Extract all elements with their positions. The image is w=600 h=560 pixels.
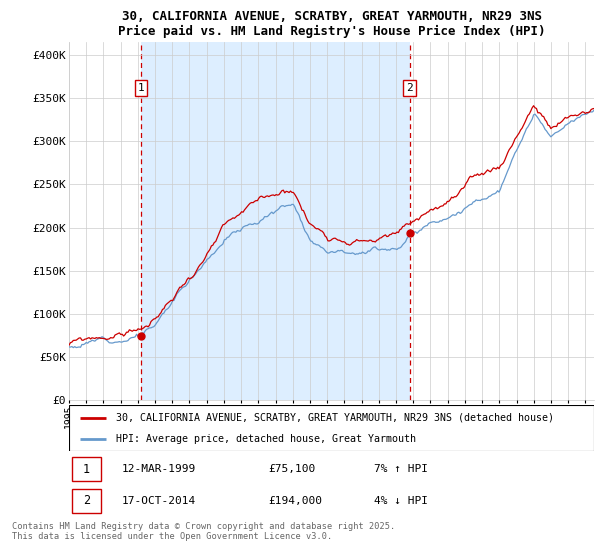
Text: Contains HM Land Registry data © Crown copyright and database right 2025.
This d: Contains HM Land Registry data © Crown c… [12, 522, 395, 541]
Text: 17-OCT-2014: 17-OCT-2014 [121, 496, 196, 506]
Text: 1: 1 [138, 83, 145, 93]
Text: 1: 1 [83, 463, 90, 476]
Bar [71, 489, 101, 513]
Text: 7% ↑ HPI: 7% ↑ HPI [373, 464, 427, 474]
Bar [141, 42, 410, 400]
Text: 2: 2 [406, 83, 413, 93]
Text: 2: 2 [83, 494, 90, 507]
Text: 30, CALIFORNIA AVENUE, SCRATBY, GREAT YARMOUTH, NR29 3NS (detached house): 30, CALIFORNIA AVENUE, SCRATBY, GREAT YA… [116, 413, 554, 423]
Text: 4% ↓ HPI: 4% ↓ HPI [373, 496, 427, 506]
Text: £194,000: £194,000 [269, 496, 323, 506]
Bar [71, 458, 101, 481]
Text: £75,100: £75,100 [269, 464, 316, 474]
Text: 12-MAR-1999: 12-MAR-1999 [121, 464, 196, 474]
Title: 30, CALIFORNIA AVENUE, SCRATBY, GREAT YARMOUTH, NR29 3NS
Price paid vs. HM Land : 30, CALIFORNIA AVENUE, SCRATBY, GREAT YA… [118, 10, 545, 38]
Text: HPI: Average price, detached house, Great Yarmouth: HPI: Average price, detached house, Grea… [116, 435, 416, 444]
